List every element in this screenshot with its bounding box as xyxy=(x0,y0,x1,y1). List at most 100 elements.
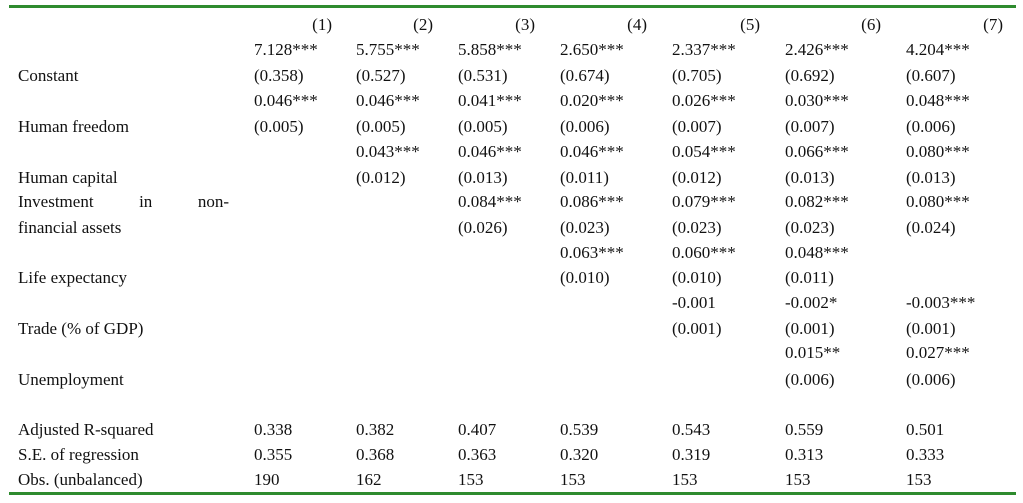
table-cell: 153 xyxy=(906,470,932,489)
table-cell: 0.046*** xyxy=(560,142,624,161)
table-cell: 0.080*** xyxy=(906,142,970,161)
table-cell: (0.013) xyxy=(458,168,508,187)
column-header-7: (7) xyxy=(983,15,1003,34)
table-cell: 0.030*** xyxy=(785,91,849,110)
table-cell: (0.007) xyxy=(672,117,722,136)
table-cell: (0.023) xyxy=(672,218,722,237)
table-cell: 0.543 xyxy=(672,420,711,439)
table-cell: (0.013) xyxy=(906,168,956,187)
table-cell: 0.048*** xyxy=(785,243,849,262)
table-cell: 0.313 xyxy=(785,445,824,464)
row-label-investment-line2: financial assets xyxy=(18,218,122,237)
table-cell: 0.041*** xyxy=(458,91,522,110)
table-cell: 153 xyxy=(560,470,586,489)
table-cell: (0.010) xyxy=(560,268,610,287)
table-cell: (0.705) xyxy=(672,66,722,85)
table-cell: 0.080*** xyxy=(906,192,970,211)
column-header-3: (3) xyxy=(515,15,535,34)
table-cell: (0.001) xyxy=(906,319,956,338)
table-cell: 0.063*** xyxy=(560,243,624,262)
table-cell: 0.363 xyxy=(458,445,497,464)
row-label-adjusted-r-squared: Adjusted R-squared xyxy=(18,420,154,439)
table-cell: 0.082*** xyxy=(785,192,849,211)
table-cell: 0.559 xyxy=(785,420,824,439)
table-bottom-rule xyxy=(9,492,1016,495)
table-cell: 0.501 xyxy=(906,420,945,439)
table-cell: (0.013) xyxy=(785,168,835,187)
table-cell: (0.012) xyxy=(356,168,406,187)
table-cell: 0.320 xyxy=(560,445,599,464)
row-label-investment-line1: Investment in non- xyxy=(18,192,229,211)
row-label-human-capital: Human capital xyxy=(18,168,118,187)
table-cell: (0.011) xyxy=(560,168,609,187)
table-cell: (0.012) xyxy=(672,168,722,187)
column-header-1: (1) xyxy=(312,15,332,34)
table-cell: 153 xyxy=(458,470,484,489)
table-cell: (0.001) xyxy=(672,319,722,338)
table-cell: 0.333 xyxy=(906,445,945,464)
table-cell: 0.086*** xyxy=(560,192,624,211)
table-cell: (0.001) xyxy=(785,319,835,338)
table-cell: (0.006) xyxy=(560,117,610,136)
row-label-trade: Trade (% of GDP) xyxy=(18,319,144,338)
table-cell: 0.355 xyxy=(254,445,293,464)
table-cell: (0.692) xyxy=(785,66,835,85)
table-cell: (0.006) xyxy=(906,370,956,389)
column-header-5: (5) xyxy=(740,15,760,34)
table-cell: (0.026) xyxy=(458,218,508,237)
table-cell: 0.539 xyxy=(560,420,599,439)
table-cell: 0.407 xyxy=(458,420,497,439)
table-cell: (0.527) xyxy=(356,66,406,85)
table-cell: 5.755*** xyxy=(356,40,420,59)
table-cell: (0.007) xyxy=(785,117,835,136)
table-cell: (0.531) xyxy=(458,66,508,85)
row-label-unemployment: Unemployment xyxy=(18,370,124,389)
table-cell: 0.046*** xyxy=(458,142,522,161)
table-cell: 0.015** xyxy=(785,343,841,362)
table-cell: -0.001 xyxy=(672,293,716,312)
table-cell: (0.607) xyxy=(906,66,956,85)
table-cell: 2.426*** xyxy=(785,40,849,59)
table-cell: 0.026*** xyxy=(672,91,736,110)
row-label-human-freedom: Human freedom xyxy=(18,117,129,136)
table-cell: 153 xyxy=(672,470,698,489)
table-cell: (0.023) xyxy=(785,218,835,237)
table-cell: -0.003*** xyxy=(906,293,976,312)
table-cell: 0.046*** xyxy=(254,91,318,110)
row-label-obs: Obs. (unbalanced) xyxy=(18,470,143,489)
table-cell: (0.005) xyxy=(356,117,406,136)
table-cell: 0.084*** xyxy=(458,192,522,211)
table-cell: 0.319 xyxy=(672,445,711,464)
table-cell: 0.043*** xyxy=(356,142,420,161)
table-cell: (0.674) xyxy=(560,66,610,85)
table-cell: (0.011) xyxy=(785,268,834,287)
table-cell: 0.079*** xyxy=(672,192,736,211)
table-cell: 5.858*** xyxy=(458,40,522,59)
table-cell: (0.006) xyxy=(785,370,835,389)
table-cell: (0.006) xyxy=(906,117,956,136)
table-cell: (0.005) xyxy=(458,117,508,136)
table-cell: 0.060*** xyxy=(672,243,736,262)
table-cell: 2.650*** xyxy=(560,40,624,59)
table-cell: (0.358) xyxy=(254,66,304,85)
row-label-se-of-regression: S.E. of regression xyxy=(18,445,139,464)
table-cell: 2.337*** xyxy=(672,40,736,59)
row-label-constant: Constant xyxy=(18,66,79,85)
table-cell: 153 xyxy=(785,470,811,489)
table-cell: 0.027*** xyxy=(906,343,970,362)
column-header-4: (4) xyxy=(627,15,647,34)
table-cell: 162 xyxy=(356,470,382,489)
table-cell: 0.054*** xyxy=(672,142,736,161)
table-cell: 7.128*** xyxy=(254,40,318,59)
table-cell: 0.048*** xyxy=(906,91,970,110)
table-cell: (0.024) xyxy=(906,218,956,237)
table-cell: (0.005) xyxy=(254,117,304,136)
table-cell: 0.046*** xyxy=(356,91,420,110)
column-header-2: (2) xyxy=(413,15,433,34)
column-header-6: (6) xyxy=(861,15,881,34)
table-cell: 0.368 xyxy=(356,445,395,464)
table-cell: 0.066*** xyxy=(785,142,849,161)
table-cell: (0.023) xyxy=(560,218,610,237)
row-label-life-expectancy: Life expectancy xyxy=(18,268,128,287)
table-cell: 4.204*** xyxy=(906,40,970,59)
